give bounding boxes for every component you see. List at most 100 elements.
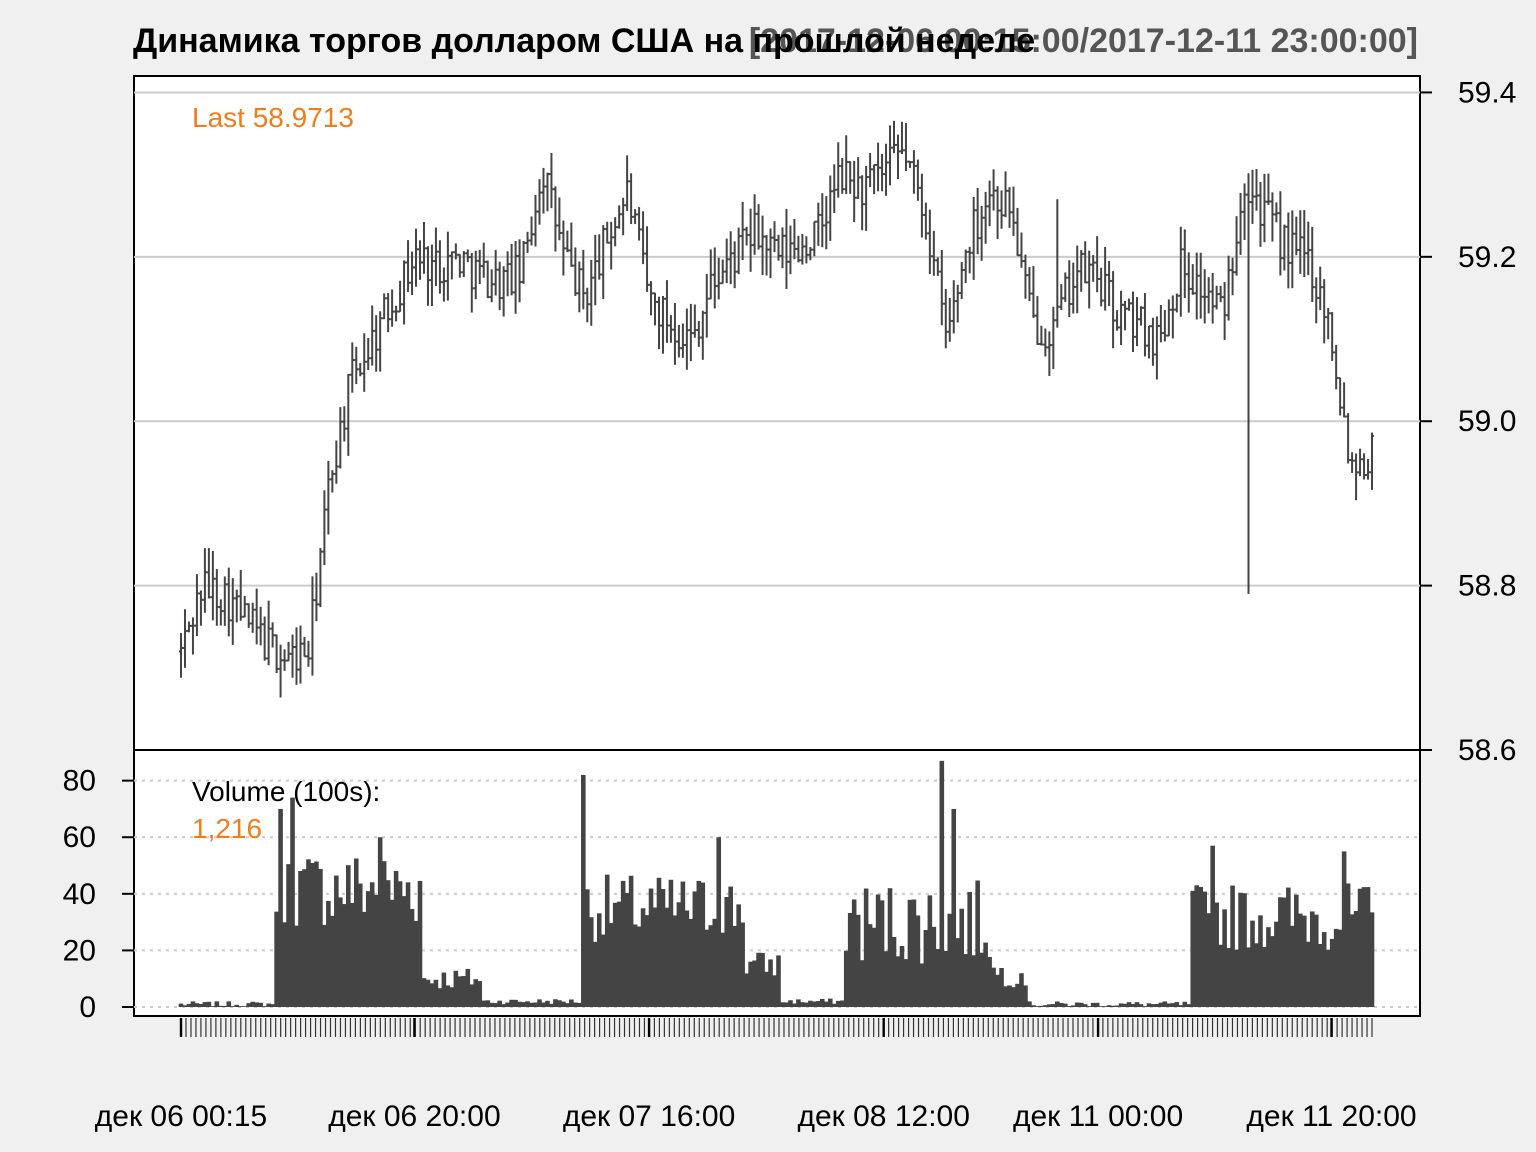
ohlc-bar xyxy=(1083,241,1088,284)
ohlc-bar xyxy=(935,257,940,276)
volume-bar xyxy=(931,926,937,1007)
volume-bar xyxy=(1003,986,1008,1007)
volume-bar xyxy=(620,880,626,1007)
ohlc-bar xyxy=(1366,459,1371,480)
volume-bar xyxy=(1309,911,1315,1007)
volume-bar xyxy=(1007,985,1012,1007)
volume-bar xyxy=(664,907,670,1007)
ohlc-bar xyxy=(1015,207,1020,257)
last-price-label: Last 58.9713 xyxy=(192,102,354,133)
ohlc-bar xyxy=(238,569,243,621)
volume-bar xyxy=(310,862,315,1007)
ohlc-bar xyxy=(1186,252,1191,313)
volume-bar xyxy=(1369,912,1375,1007)
ohlc-bar xyxy=(999,190,1004,229)
volume-bar xyxy=(485,1000,491,1007)
ohlc-bar xyxy=(641,211,646,265)
ohlc-bar xyxy=(1119,290,1124,346)
volume-bar xyxy=(672,915,678,1007)
ohlc-bar xyxy=(242,595,247,618)
volume-bar xyxy=(1345,883,1351,1007)
ohlc-bar xyxy=(748,208,753,272)
volume-bar xyxy=(716,837,722,1007)
ohlc-bar xyxy=(473,250,478,300)
ohlc-bar xyxy=(1278,191,1283,276)
volume-bar xyxy=(365,891,371,1007)
ohlc-bar xyxy=(784,208,789,290)
volume-bar xyxy=(1047,1004,1052,1007)
volume-bar xyxy=(955,938,961,1007)
volume-bar xyxy=(1313,914,1319,1007)
volume-bar xyxy=(728,886,733,1007)
ohlc-bar xyxy=(824,196,829,250)
ohlc-bar xyxy=(1087,250,1092,309)
ohlc-bar xyxy=(664,280,669,343)
ohlc-bar xyxy=(517,239,522,303)
volume-tick-label: 40 xyxy=(63,878,96,911)
ohlc-bar xyxy=(1051,306,1056,369)
volume-bar xyxy=(326,900,331,1007)
ohlc-bar xyxy=(1262,173,1267,243)
volume-bar xyxy=(808,1000,813,1007)
ohlc-bar xyxy=(1095,236,1100,293)
ohlc-bar xyxy=(274,634,279,674)
volume-bar xyxy=(1066,1006,1072,1007)
ohlc-bar xyxy=(728,231,733,285)
ohlc-bar xyxy=(457,253,462,278)
volume-bar xyxy=(588,917,594,1007)
ohlc-bar xyxy=(589,259,594,326)
volume-bar xyxy=(385,880,391,1007)
volume-bar xyxy=(1106,1005,1112,1007)
ohlc-bar xyxy=(1254,169,1259,211)
ohlc-bar xyxy=(633,209,638,225)
volume-bar xyxy=(314,861,319,1007)
ohlc-bar xyxy=(441,267,446,302)
volume-bar xyxy=(342,904,347,1007)
ohlc-bar xyxy=(318,548,323,608)
ohlc-bar xyxy=(1131,291,1136,352)
ohlc-bar xyxy=(907,160,912,168)
ohlc-bar xyxy=(975,187,980,255)
ohlc-bar xyxy=(1115,310,1120,331)
ohlc-bar xyxy=(266,600,271,666)
ohlc-bar xyxy=(708,249,713,300)
volume-bar xyxy=(1278,897,1283,1007)
volume-bar xyxy=(708,925,714,1007)
volume-bar xyxy=(433,979,439,1007)
ohlc-bar xyxy=(230,578,235,645)
volume-bar xyxy=(596,913,602,1007)
volume-bar xyxy=(660,889,666,1007)
ohlc-bar xyxy=(947,297,952,342)
volume-bar xyxy=(871,927,877,1007)
x-tick-label: дек 06 20:00 xyxy=(328,1100,500,1133)
volume-bar xyxy=(1246,947,1251,1007)
ohlc-bar xyxy=(983,191,988,244)
volume-bar xyxy=(1202,891,1207,1007)
volume-bar xyxy=(1055,1001,1060,1007)
volume-bar xyxy=(230,1006,236,1007)
volume-bar xyxy=(748,961,753,1007)
ohlc-bar xyxy=(812,220,817,257)
volume-bar xyxy=(772,975,777,1007)
ohlc-bar xyxy=(884,143,889,196)
ohlc-bar xyxy=(1266,173,1271,205)
ohlc-bar xyxy=(1306,221,1311,276)
volume-bar xyxy=(1027,1001,1032,1007)
ohlc-bar xyxy=(716,257,721,300)
ohlc-bar xyxy=(732,241,737,289)
volume-bar xyxy=(688,918,694,1007)
volume-bar xyxy=(1158,1002,1164,1007)
ohlc-bar xyxy=(414,228,419,287)
ohlc-bar xyxy=(218,599,223,626)
ohlc-bar xyxy=(1162,309,1167,342)
volume-bar xyxy=(963,954,968,1007)
volume-bar xyxy=(831,1003,837,1007)
ohlc-bar xyxy=(872,163,877,195)
volume-bar xyxy=(441,972,447,1007)
volume-bar xyxy=(756,952,761,1007)
ohlc-bar xyxy=(1127,298,1132,311)
ohlc-bar xyxy=(1182,229,1187,298)
volume-bar xyxy=(764,971,769,1007)
ohlc-bar xyxy=(844,135,849,195)
ohlc-bar xyxy=(1286,212,1291,289)
